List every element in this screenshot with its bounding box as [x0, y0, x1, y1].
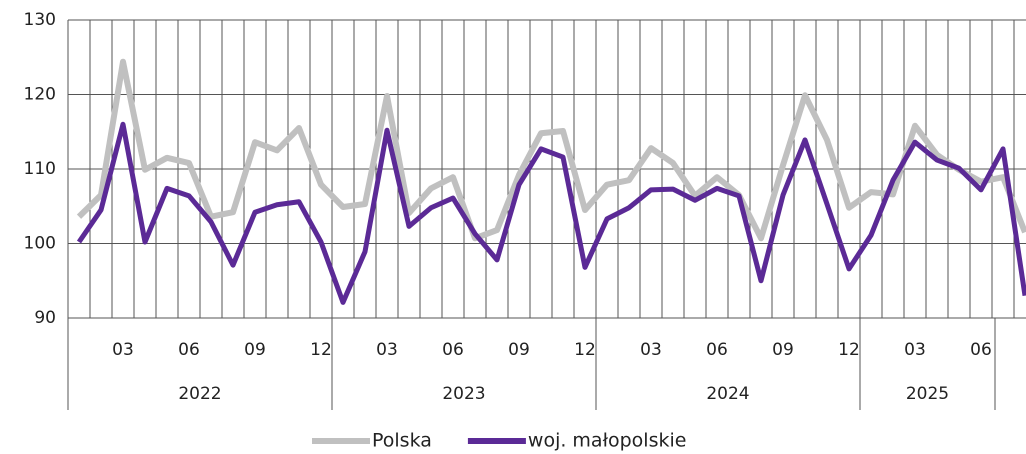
x-tick-label: 09: [772, 340, 794, 360]
year-label: 2025: [906, 384, 949, 404]
x-tick-label: 03: [640, 340, 662, 360]
x-tick-label: 09: [244, 340, 266, 360]
y-tick-label: 110: [24, 159, 56, 179]
y-tick-label: 100: [24, 234, 56, 254]
year-label: 2024: [706, 384, 749, 404]
series-line: [76, 58, 1026, 242]
x-tick-label: 06: [178, 340, 200, 360]
x-tick-label: 06: [706, 340, 728, 360]
x-tick-label: 12: [838, 340, 860, 360]
y-tick-label: 120: [24, 85, 56, 105]
series-line: [76, 121, 1026, 305]
x-tick-label: 06: [970, 340, 992, 360]
x-tick-label: 09: [508, 340, 530, 360]
x-tick-label: 12: [310, 340, 332, 360]
x-tick-label: 03: [112, 340, 134, 360]
year-label: 2023: [442, 384, 485, 404]
year-label: 2022: [178, 384, 221, 404]
y-tick-label: 90: [34, 308, 56, 328]
legend-label: Polska: [372, 430, 432, 452]
legend-label: woj. małopolskie: [528, 430, 687, 452]
x-tick-label: 03: [904, 340, 926, 360]
y-tick-label: 130: [24, 10, 56, 30]
x-tick-label: 06: [442, 340, 464, 360]
x-tick-label: 03: [376, 340, 398, 360]
x-tick-label: 12: [574, 340, 596, 360]
